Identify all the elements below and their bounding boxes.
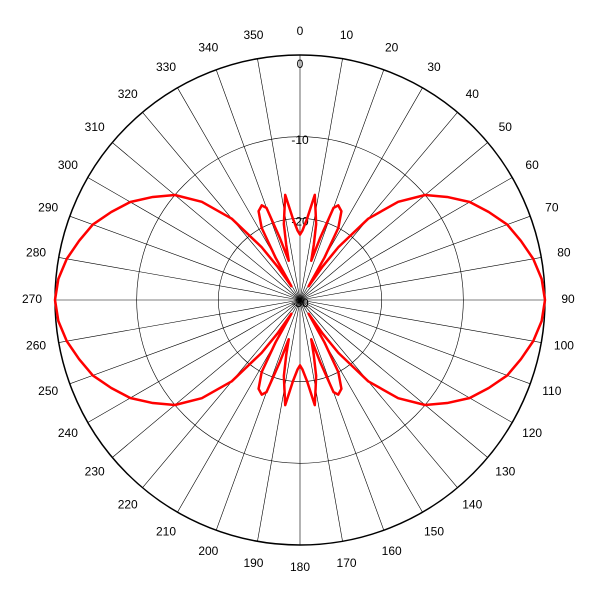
radial-tick-label: -10 xyxy=(291,133,309,147)
angle-tick-label: 80 xyxy=(557,246,571,260)
angle-tick-label: 30 xyxy=(427,60,441,74)
angle-tick-label: 170 xyxy=(337,556,357,570)
angular-grid-spoke xyxy=(70,300,300,384)
angle-tick-label: 150 xyxy=(424,524,444,538)
angle-tick-label: 330 xyxy=(156,60,176,74)
angular-grid-spoke xyxy=(70,216,300,300)
angular-grid-spoke xyxy=(88,178,300,301)
angular-grid-spoke xyxy=(300,300,384,530)
angular-grid-spoke xyxy=(59,257,300,300)
angle-tick-label: 140 xyxy=(462,497,482,511)
angle-tick-label: 180 xyxy=(290,560,310,574)
angle-tick-label: 190 xyxy=(243,556,263,570)
angle-tick-label: 160 xyxy=(382,544,402,558)
angle-tick-label: 200 xyxy=(198,544,218,558)
angle-tick-label: 250 xyxy=(38,384,58,398)
radial-tick-label: 0 xyxy=(297,57,304,71)
angle-tick-label: 90 xyxy=(561,292,575,306)
angle-tick-label: 40 xyxy=(466,87,480,101)
angular-grid-spoke xyxy=(216,70,300,300)
angle-tick-label: 350 xyxy=(243,28,263,42)
angular-grid-spoke xyxy=(300,300,541,343)
angle-tick-label: 60 xyxy=(525,158,539,172)
angle-tick-label: 50 xyxy=(499,120,513,134)
angle-tick-label: 10 xyxy=(340,28,354,42)
angular-grid-spoke xyxy=(300,178,512,301)
angle-tick-label: 0 xyxy=(297,24,304,38)
angle-tick-label: 230 xyxy=(85,464,105,478)
angle-tick-label: 130 xyxy=(495,464,515,478)
angle-tick-label: 70 xyxy=(545,201,559,215)
angle-tick-label: 240 xyxy=(58,426,78,440)
angular-grid-spoke xyxy=(216,300,300,530)
polar-radiation-chart: 0 10 20 30 40 50 60 70 80 90 100 110 120 130 140 150 160… xyxy=(0,0,600,600)
angular-grid-spoke xyxy=(59,300,300,343)
angle-tick-label: 270 xyxy=(22,292,42,306)
angle-tick-label: 300 xyxy=(58,158,78,172)
angle-tick-label: 110 xyxy=(542,384,561,398)
radial-tick-label: -30 xyxy=(291,296,309,310)
angular-grid-spoke xyxy=(300,300,530,384)
angle-tick-label: 260 xyxy=(26,339,46,353)
angular-grid-spoke xyxy=(300,70,384,300)
angle-tick-label: 320 xyxy=(118,87,138,101)
angle-tick-label: 280 xyxy=(26,246,46,260)
angle-tick-label: 20 xyxy=(385,40,399,54)
angle-tick-label: 340 xyxy=(198,40,218,54)
angle-tick-label: 120 xyxy=(522,426,542,440)
angular-grid-spoke xyxy=(300,216,530,300)
angle-tick-label: 210 xyxy=(156,524,176,538)
angular-grid-spoke xyxy=(300,257,541,300)
angle-tick-label: 290 xyxy=(38,201,58,215)
angle-tick-label: 100 xyxy=(554,339,574,353)
angular-grid-spoke xyxy=(300,300,512,423)
angle-tick-label: 220 xyxy=(118,497,138,511)
angle-tick-label: 310 xyxy=(85,120,105,134)
angular-grid-spoke xyxy=(88,300,300,423)
